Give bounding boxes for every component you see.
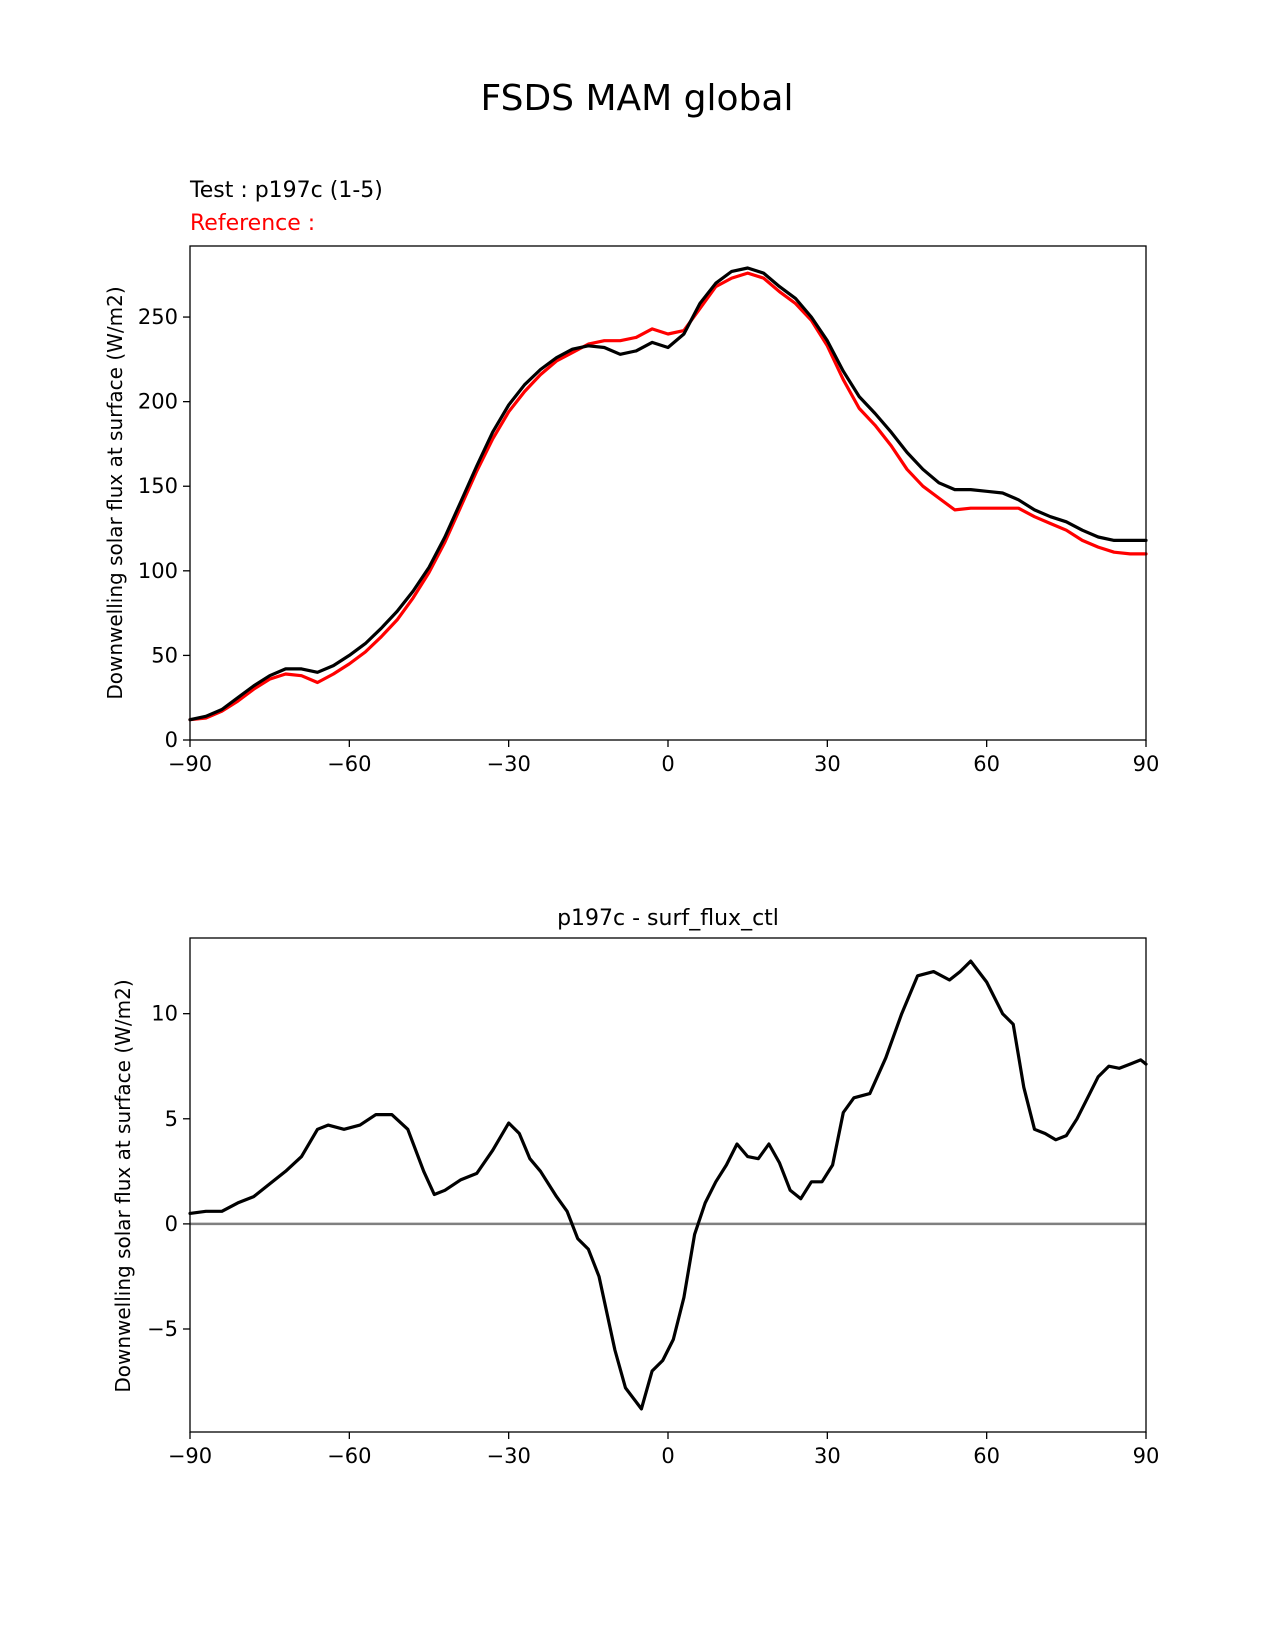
bottom-x-tick-label: 30 <box>814 1444 841 1468</box>
top-y-tick-label: 50 <box>151 643 178 667</box>
figure-suptitle: FSDS MAM global <box>481 78 794 119</box>
bottom-y-tick-label: 5 <box>165 1107 178 1131</box>
bottom-x-tick-label: −30 <box>487 1444 531 1468</box>
top-y-tick-label: 200 <box>138 390 178 414</box>
reference-title: Reference : <box>190 211 315 236</box>
top-x-tick-label: 90 <box>1133 752 1160 776</box>
top-axis-ticks: −90 −60 −30 0 30 60 90 0 50 100 150 200 250 <box>138 305 1159 776</box>
bottom-axes-frame <box>189 937 1147 1433</box>
top-x-tick-label: 0 <box>661 752 674 776</box>
top-y-axis-label: Downwelling solar flux at surface (W/m2) <box>103 286 127 699</box>
top-x-tick-label: −60 <box>327 752 371 776</box>
bottom-y-axis-label: Downwelling solar flux at surface (W/m2) <box>111 979 135 1392</box>
bottom-x-tick-label: −60 <box>327 1444 371 1468</box>
bottom-axis-ticks: −90 −60 −30 0 30 60 90 −5 0 5 10 <box>147 1002 1159 1468</box>
top-line-chart: Test : p197c (1-5) Reference : Downwelli… <box>103 178 1159 776</box>
bottom-x-tick-label: 90 <box>1133 1444 1160 1468</box>
top-series-lines <box>188 266 1148 722</box>
test-title: Test : p197c (1-5) <box>189 178 383 203</box>
top-x-tick-label: 30 <box>814 752 841 776</box>
bottom-difference-line <box>188 959 1148 1411</box>
top-x-tick-label: −30 <box>487 752 531 776</box>
bottom-x-tick-label: 0 <box>661 1444 674 1468</box>
top-x-tick-label: −90 <box>168 752 212 776</box>
bottom-series-lines <box>188 959 1148 1411</box>
bottom-y-tick-label: 10 <box>151 1002 178 1026</box>
top-axes-frame <box>189 245 1147 741</box>
bottom-title: p197c - surf_flux_ctl <box>557 906 779 931</box>
bottom-x-tick-label: 60 <box>973 1444 1000 1468</box>
bottom-x-tick-label: −90 <box>168 1444 212 1468</box>
top-test-line <box>188 266 1148 722</box>
top-y-tick-label: 150 <box>138 474 178 498</box>
top-y-tick-label: 250 <box>138 305 178 329</box>
bottom-line-chart: p197c - surf_flux_ctl Downwelling solar … <box>111 906 1159 1468</box>
top-x-tick-label: 60 <box>973 752 1000 776</box>
top-y-tick-label: 0 <box>165 728 178 752</box>
bottom-y-tick-label: 0 <box>165 1212 178 1236</box>
top-reference-line <box>188 271 1148 722</box>
top-y-tick-label: 100 <box>138 559 178 583</box>
bottom-y-tick-label: −5 <box>147 1317 178 1341</box>
